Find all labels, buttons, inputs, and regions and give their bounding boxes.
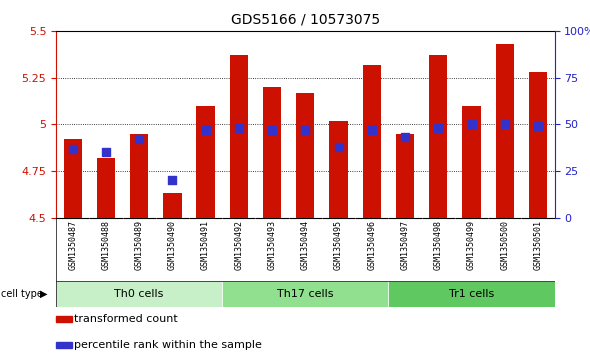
Text: GSM1350491: GSM1350491 [201, 220, 210, 270]
Bar [263, 87, 281, 218]
Text: transformed count: transformed count [74, 314, 178, 324]
Point [234, 125, 244, 131]
Bar [56, 281, 222, 307]
Text: GSM1350488: GSM1350488 [101, 220, 110, 270]
Bar [463, 106, 481, 218]
Bar [329, 121, 348, 218]
Bar [429, 55, 447, 218]
Text: GSM1350487: GSM1350487 [68, 220, 77, 270]
Text: GSM1350495: GSM1350495 [334, 220, 343, 270]
Bar [222, 281, 388, 307]
Text: GSM1350498: GSM1350498 [434, 220, 442, 270]
Point [533, 123, 543, 129]
Bar [296, 93, 314, 218]
Point [101, 150, 110, 155]
Text: GSM1350497: GSM1350497 [401, 220, 409, 270]
Bar [130, 134, 148, 218]
Text: GSM1350496: GSM1350496 [368, 220, 376, 270]
Text: GSM1350494: GSM1350494 [301, 220, 310, 270]
Point [267, 127, 277, 133]
Bar [396, 134, 414, 218]
Bar [56, 342, 72, 348]
Point [367, 127, 376, 133]
Bar [64, 139, 82, 218]
Bar [496, 44, 514, 218]
Bar [97, 158, 115, 218]
Point [135, 136, 144, 142]
Bar [363, 65, 381, 218]
Point [201, 127, 210, 133]
Text: GSM1350493: GSM1350493 [268, 220, 277, 270]
Point [434, 125, 443, 131]
Text: Th17 cells: Th17 cells [277, 289, 333, 299]
Point [400, 135, 409, 140]
Bar [56, 317, 72, 322]
Text: GSM1350499: GSM1350499 [467, 220, 476, 270]
Bar [163, 193, 182, 218]
Point [467, 121, 476, 127]
Text: Tr1 cells: Tr1 cells [449, 289, 494, 299]
Bar [196, 106, 215, 218]
Bar [230, 55, 248, 218]
Point [500, 121, 510, 127]
Text: GSM1350489: GSM1350489 [135, 220, 143, 270]
Point [68, 146, 77, 151]
Text: percentile rank within the sample: percentile rank within the sample [74, 340, 262, 350]
Bar [529, 72, 547, 218]
Text: ▶: ▶ [40, 289, 48, 299]
Text: GSM1350501: GSM1350501 [533, 220, 542, 270]
Text: GSM1350492: GSM1350492 [234, 220, 243, 270]
Title: GDS5166 / 10573075: GDS5166 / 10573075 [231, 13, 380, 27]
Point [168, 178, 177, 183]
Text: cell type: cell type [1, 289, 42, 299]
Point [334, 144, 343, 150]
Text: Th0 cells: Th0 cells [114, 289, 164, 299]
Bar [388, 281, 555, 307]
Text: GSM1350500: GSM1350500 [500, 220, 509, 270]
Text: GSM1350490: GSM1350490 [168, 220, 177, 270]
Point [300, 127, 310, 133]
